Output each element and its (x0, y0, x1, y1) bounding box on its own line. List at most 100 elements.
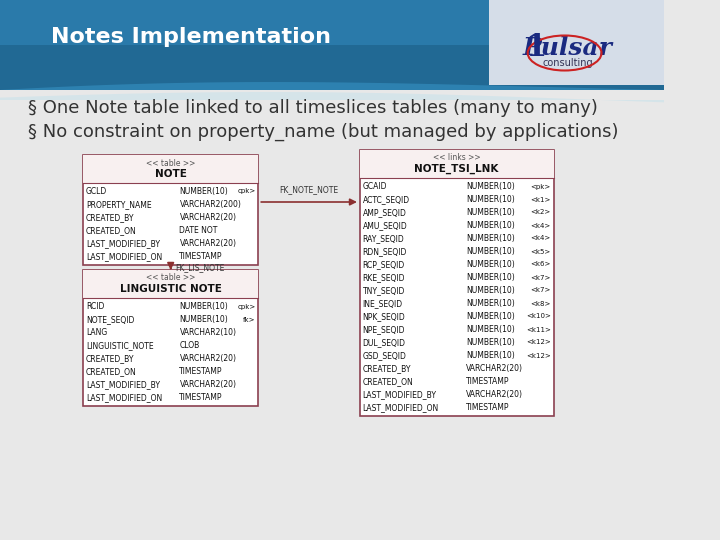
Text: § No constraint on property_name (but managed by applications): § No constraint on property_name (but ma… (27, 123, 618, 141)
Text: GSD_SEQID: GSD_SEQID (363, 351, 407, 360)
Text: << table >>: << table >> (146, 273, 195, 282)
Text: LAST_MODIFIED_ON: LAST_MODIFIED_ON (86, 252, 162, 261)
Text: Notes Implementation: Notes Implementation (50, 27, 330, 47)
Text: NUMBER(10): NUMBER(10) (467, 273, 515, 282)
Text: TIMESTAMP: TIMESTAMP (179, 252, 223, 261)
Text: RDN_SEQID: RDN_SEQID (363, 247, 407, 256)
FancyBboxPatch shape (360, 150, 554, 416)
Text: FK_LIS_NOTE: FK_LIS_NOTE (175, 263, 225, 272)
Text: CREATED_BY: CREATED_BY (86, 213, 135, 222)
Text: VARCHAR2(20): VARCHAR2(20) (179, 213, 236, 222)
FancyBboxPatch shape (489, 0, 665, 85)
Text: RKE_SEQID: RKE_SEQID (363, 273, 405, 282)
Text: NUMBER(10): NUMBER(10) (179, 315, 228, 324)
Text: RAY_SEQID: RAY_SEQID (363, 234, 405, 243)
Text: RCP_SEQID: RCP_SEQID (363, 260, 405, 269)
Text: cpk>: cpk> (238, 303, 256, 309)
Text: NUMBER(10): NUMBER(10) (179, 187, 228, 196)
Text: NPE_SEQID: NPE_SEQID (363, 325, 405, 334)
Text: NUMBER(10): NUMBER(10) (467, 325, 515, 334)
Text: NUMBER(10): NUMBER(10) (467, 351, 515, 360)
Text: NUMBER(10): NUMBER(10) (467, 182, 515, 191)
Text: cpk>: cpk> (238, 188, 256, 194)
Text: <k4>: <k4> (531, 222, 551, 228)
Text: NUMBER(10): NUMBER(10) (467, 338, 515, 347)
Text: <pk>: <pk> (531, 184, 551, 190)
Text: AMP_SEQID: AMP_SEQID (363, 208, 407, 217)
Text: LAST_MODIFIED_ON: LAST_MODIFIED_ON (363, 403, 438, 412)
Text: << table >>: << table >> (146, 159, 195, 167)
Polygon shape (0, 92, 665, 103)
Text: 1: 1 (526, 32, 546, 64)
Text: DUL_SEQID: DUL_SEQID (363, 338, 405, 347)
Text: TIMESTAMP: TIMESTAMP (467, 377, 510, 386)
Text: LINGUISTIC_NOTE: LINGUISTIC_NOTE (86, 341, 153, 350)
Text: NPK_SEQID: NPK_SEQID (363, 312, 405, 321)
Text: <k12>: <k12> (526, 353, 551, 359)
Text: <k1>: <k1> (531, 197, 551, 202)
Text: NUMBER(10): NUMBER(10) (467, 312, 515, 321)
Text: NOTE: NOTE (155, 169, 186, 179)
Text: fk>: fk> (243, 316, 256, 322)
Text: VARCHAR2(20): VARCHAR2(20) (179, 354, 236, 363)
Text: <k10>: <k10> (526, 314, 551, 320)
Text: NUMBER(10): NUMBER(10) (467, 221, 515, 230)
Polygon shape (0, 82, 665, 90)
Text: CREATED_ON: CREATED_ON (86, 367, 137, 376)
Text: VARCHAR2(20): VARCHAR2(20) (179, 380, 236, 389)
Text: VARCHAR2(200): VARCHAR2(200) (179, 200, 241, 209)
Text: DATE NOT: DATE NOT (179, 226, 218, 235)
Text: CREATED_ON: CREATED_ON (86, 226, 137, 235)
Text: TIMESTAMP: TIMESTAMP (179, 367, 223, 376)
FancyBboxPatch shape (83, 155, 258, 183)
FancyBboxPatch shape (83, 270, 258, 298)
Text: VARCHAR2(10): VARCHAR2(10) (179, 328, 236, 337)
Text: <k8>: <k8> (531, 300, 551, 307)
Text: NUMBER(10): NUMBER(10) (467, 234, 515, 243)
Text: CLOB: CLOB (179, 341, 199, 350)
Text: CREATED_BY: CREATED_BY (86, 354, 135, 363)
Text: VARCHAR2(20): VARCHAR2(20) (467, 364, 523, 373)
Text: INE_SEQID: INE_SEQID (363, 299, 402, 308)
Text: LAST_MODIFIED_ON: LAST_MODIFIED_ON (86, 393, 162, 402)
Text: Pulsar: Pulsar (523, 36, 612, 60)
Text: <k2>: <k2> (531, 210, 551, 215)
Text: NOTE_SEQID: NOTE_SEQID (86, 315, 134, 324)
Text: <k4>: <k4> (531, 235, 551, 241)
Text: NUMBER(10): NUMBER(10) (467, 247, 515, 256)
FancyBboxPatch shape (360, 150, 554, 178)
Text: consulting: consulting (542, 58, 593, 68)
Text: LINGUISTIC NOTE: LINGUISTIC NOTE (120, 284, 222, 294)
Text: LAST_MODIFIED_BY: LAST_MODIFIED_BY (86, 239, 160, 248)
Text: GCLD: GCLD (86, 187, 107, 196)
Text: NOTE_TSI_LNK: NOTE_TSI_LNK (415, 164, 499, 174)
FancyBboxPatch shape (83, 155, 258, 265)
Text: TNY_SEQID: TNY_SEQID (363, 286, 405, 295)
Text: CREATED_BY: CREATED_BY (363, 364, 411, 373)
Text: CREATED_ON: CREATED_ON (363, 377, 413, 386)
Text: LAST_MODIFIED_BY: LAST_MODIFIED_BY (86, 380, 160, 389)
Text: NUMBER(10): NUMBER(10) (467, 208, 515, 217)
Text: << links >>: << links >> (433, 153, 480, 163)
FancyBboxPatch shape (0, 45, 665, 90)
Text: § One Note table linked to all timeslices tables (many to many): § One Note table linked to all timeslice… (27, 99, 598, 117)
Text: PROPERTY_NAME: PROPERTY_NAME (86, 200, 151, 209)
Text: VARCHAR2(20): VARCHAR2(20) (467, 390, 523, 399)
Text: TIMESTAMP: TIMESTAMP (467, 403, 510, 412)
Text: <k7>: <k7> (531, 287, 551, 294)
Text: NUMBER(10): NUMBER(10) (179, 302, 228, 311)
Text: NUMBER(10): NUMBER(10) (467, 195, 515, 204)
Text: NUMBER(10): NUMBER(10) (467, 299, 515, 308)
Text: NUMBER(10): NUMBER(10) (467, 260, 515, 269)
Text: <k6>: <k6> (531, 261, 551, 267)
Text: <k7>: <k7> (531, 274, 551, 280)
Text: <k11>: <k11> (526, 327, 551, 333)
Text: LANG: LANG (86, 328, 107, 337)
Text: LAST_MODIFIED_BY: LAST_MODIFIED_BY (363, 390, 436, 399)
Text: RCID: RCID (86, 302, 104, 311)
Text: FK_NOTE_NOTE: FK_NOTE_NOTE (279, 185, 338, 194)
Text: VARCHAR2(20): VARCHAR2(20) (179, 239, 236, 248)
Text: ACTC_SEQID: ACTC_SEQID (363, 195, 410, 204)
Text: NUMBER(10): NUMBER(10) (467, 286, 515, 295)
Text: <k5>: <k5> (531, 248, 551, 254)
